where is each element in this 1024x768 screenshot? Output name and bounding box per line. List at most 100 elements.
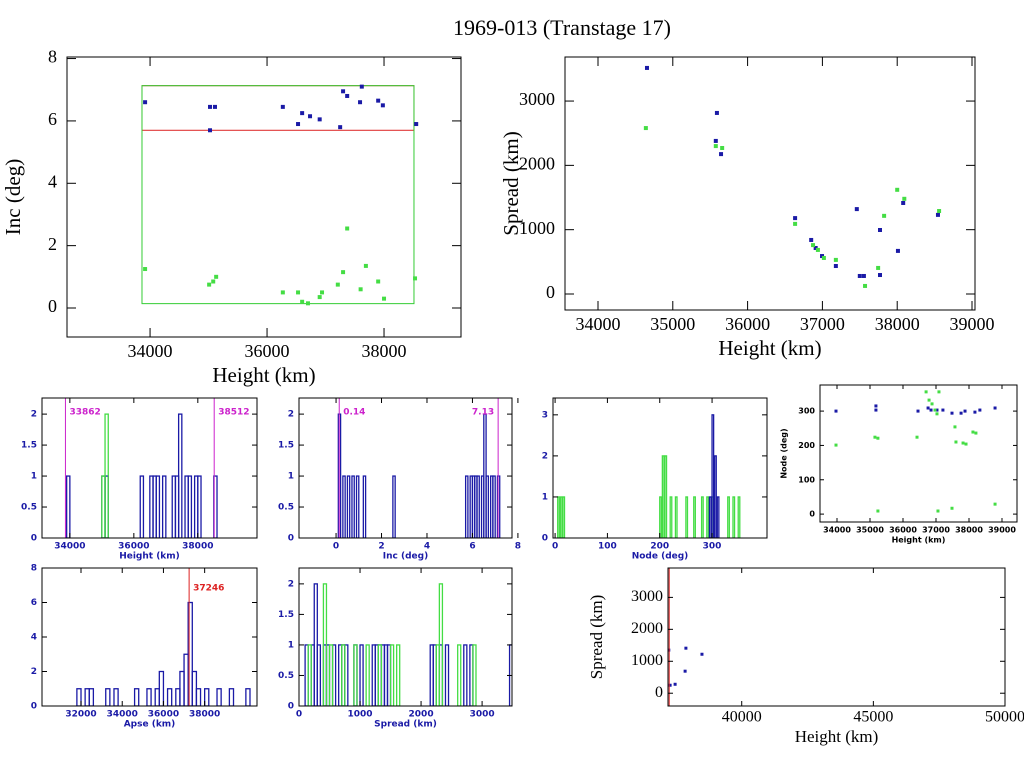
y-tick-label: 1000 [631,652,663,669]
point [143,100,148,105]
y-tick-label: 1.5 [21,441,37,451]
point [713,138,718,143]
point [874,408,878,412]
x-tick-label: 8 [515,542,521,552]
y-tick-label: 2000 [519,153,555,173]
point [963,409,967,413]
y-tick-label: 0 [288,534,294,544]
point [358,287,363,292]
histogram-bar [389,644,395,706]
histogram-bar [195,688,202,706]
y-tick-label: 200 [798,441,815,450]
point [863,283,868,288]
x-tick-label: 35000 [650,314,695,334]
plot-area [557,414,741,538]
histogram-bar [66,475,71,538]
histogram-bar [472,644,477,706]
x-tick-label: 40000 [722,709,762,726]
x-axis-label: Node (deg) [632,552,689,562]
x-tick-label: 37000 [800,314,845,334]
point [993,406,997,410]
axes-frame [667,567,1006,707]
x-tick-label: 34000 [107,710,138,720]
histogram-bar [161,475,167,538]
figure-title: 1969-013 (Transtage 17) [453,15,671,40]
point [345,93,350,98]
point [854,207,859,212]
point [811,243,816,248]
x-tick-label: 39000 [950,314,995,334]
x-axis-label: Apse (km) [124,720,176,730]
histogram-bar [166,688,173,706]
histogram-bar [559,496,563,538]
point [341,270,346,275]
histogram-bar [674,496,678,538]
x-tick-label: 36000 [118,542,149,552]
point [207,282,212,287]
y-tick-label: 2 [31,410,37,420]
point [936,509,940,513]
point [895,248,900,253]
y-axis-label: Node (deg) [780,428,789,478]
point [876,436,880,440]
x-tick-label: 2 [378,542,384,552]
point [684,646,688,650]
x-axis-label: Height (km) [795,727,879,746]
point [857,273,862,278]
x-tick-label: 38000 [362,341,407,361]
y-tick-label: 1 [288,472,294,482]
x-tick-label: 200 [650,542,669,552]
point [317,117,322,122]
histogram-bar [732,496,736,538]
y-tick-label: 4 [31,633,37,643]
histogram-bar [204,688,210,706]
panel: 34000 35000 36000 37000 38000 39000 0 100 200 300… [780,384,1018,545]
point [927,398,931,402]
point [933,408,937,412]
histogram-bar [392,475,396,538]
point [809,237,814,242]
x-axis-label: Height (km) [892,536,946,545]
histogram-bar [714,455,717,538]
point [873,435,877,439]
histogram-bar [485,475,490,538]
y-tick-label: 6 [48,109,57,129]
x-tick-label: 36000 [725,314,770,334]
point [953,425,957,429]
point [935,212,940,217]
histogram-bar [737,496,741,538]
plot-area [141,84,419,306]
x-axis-label: Spread (km) [374,720,437,730]
y-tick-label: 6 [31,598,37,608]
point [341,89,346,94]
point [335,282,340,287]
y-tick-label: 2000 [631,620,663,637]
histogram-bar [562,496,566,538]
plot-area [304,583,512,706]
histogram-bar [396,644,401,706]
point [643,126,648,131]
range-box [141,85,415,305]
x-tick-label: 4 [424,542,430,552]
y-tick-label: 3000 [631,588,663,605]
x-tick-label: 34000 [128,341,173,361]
point [358,100,363,105]
histogram-bar [464,475,469,538]
point [861,273,866,278]
point [280,104,285,109]
histogram-bar [216,688,222,706]
y-tick-label: 1 [542,492,548,502]
point [359,84,364,89]
point [714,110,719,115]
point [382,296,387,301]
y-tick-label: 0.5 [278,503,294,513]
point [700,652,704,656]
point [924,390,928,394]
point [308,114,313,119]
x-axis-label: Height (km) [119,552,180,562]
y-tick-label: 2 [31,667,37,677]
histogram-bar [492,475,496,538]
y-tick-label: 8 [48,47,57,67]
y-axis-label: Spread (km) [499,131,523,235]
